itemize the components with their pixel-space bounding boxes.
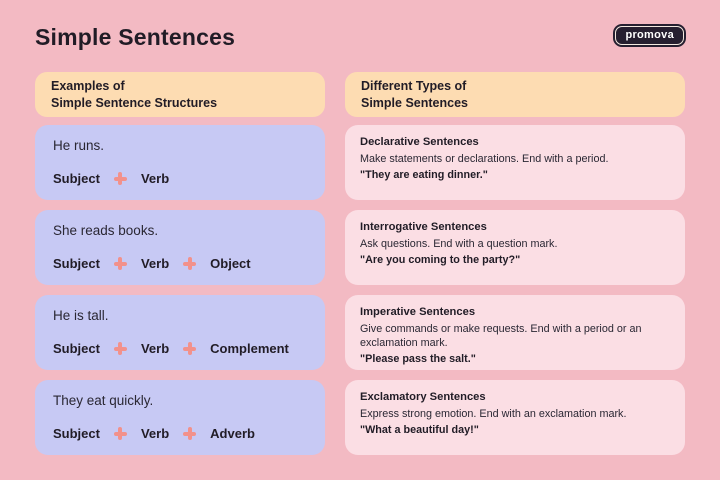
type-title: Exclamatory Sentences [360, 391, 486, 403]
structure-parts: Subject Verb [53, 171, 307, 186]
type-description: Make statements or declarations. End wit… [360, 153, 609, 165]
type-card-interrogative: Interrogative Sentences Ask questions. E… [345, 210, 685, 285]
type-title: Declarative Sentences [360, 136, 479, 148]
plus-icon [183, 257, 197, 270]
example-sentence: He is tall. [53, 308, 109, 323]
part-label: Verb [140, 171, 170, 186]
example-card-subject-verb-object: She reads books. Subject Verb Object [35, 210, 325, 285]
type-title: Imperative Sentences [360, 306, 476, 318]
examples-header: Examples of Simple Sentence Structures [35, 72, 325, 117]
plus-icon [113, 427, 127, 440]
types-header-line2: Simple Sentences [361, 95, 468, 110]
example-card-subject-verb-adverb: They eat quickly. Subject Verb Adverb [35, 380, 325, 455]
page-title: Simple Sentences [35, 24, 236, 50]
example-card-subject-verb: He runs. Subject Verb [35, 125, 325, 200]
promova-logo: promova [615, 26, 684, 45]
example-sentence: They eat quickly. [53, 393, 154, 408]
plus-icon [183, 342, 197, 355]
example-sentence: He runs. [53, 138, 105, 153]
type-title: Interrogative Sentences [360, 221, 487, 233]
type-card-exclamatory: Exclamatory Sentences Express strong emo… [345, 380, 685, 455]
type-example: "Are you coming to the party?" [360, 254, 521, 267]
part-label: Verb [140, 341, 170, 356]
part-label: Verb [140, 426, 170, 441]
type-example: "They are eating dinner." [360, 169, 488, 182]
type-example: "Please pass the salt." [360, 353, 476, 366]
structure-parts: Subject Verb Object [53, 256, 307, 271]
type-description: Give commands or make requests. End with… [360, 323, 642, 350]
types-header: Different Types of Simple Sentences [345, 72, 685, 117]
part-label: Subject [53, 341, 100, 356]
examples-header-line1: Examples of [51, 79, 125, 94]
plus-icon [113, 342, 127, 355]
part-label: Adverb [210, 426, 255, 441]
plus-icon [183, 427, 197, 440]
plus-icon [113, 172, 127, 185]
structure-parts: Subject Verb Complement [53, 341, 307, 356]
type-card-declarative: Declarative Sentences Make statements or… [345, 125, 685, 200]
part-label: Subject [53, 256, 100, 271]
examples-header-line2: Simple Sentence Structures [51, 95, 218, 110]
part-label: Subject [53, 426, 100, 441]
example-sentence: She reads books. [53, 223, 159, 238]
types-column: Different Types of Simple Sentences Decl… [345, 72, 685, 455]
structure-parts: Subject Verb Adverb [53, 426, 307, 441]
part-label: Object [210, 256, 251, 271]
plus-icon [113, 257, 127, 270]
type-card-imperative: Imperative Sentences Give commands or ma… [345, 295, 685, 370]
part-label: Complement [210, 341, 289, 356]
types-header-line1: Different Types of [361, 79, 467, 94]
type-description: Ask questions. End with a question mark. [360, 238, 558, 250]
example-card-subject-verb-complement: He is tall. Subject Verb Complement [35, 295, 325, 370]
part-label: Verb [140, 256, 170, 271]
examples-column: Examples of Simple Sentence Structures H… [35, 72, 325, 455]
type-description: Express strong emotion. End with an excl… [360, 408, 627, 420]
type-example: "What a beautiful day!" [360, 424, 479, 437]
part-label: Subject [53, 171, 100, 186]
